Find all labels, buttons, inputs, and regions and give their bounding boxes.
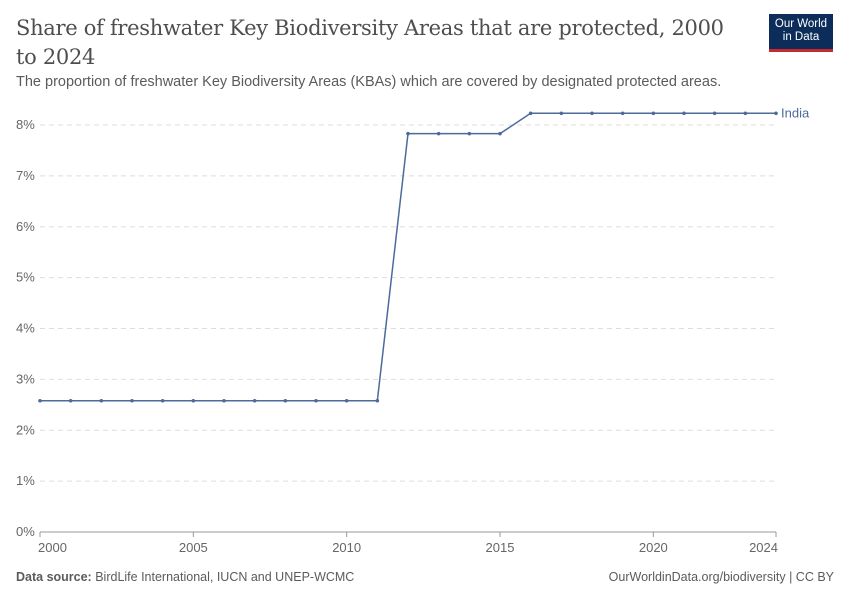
x-tick-label: 2015 xyxy=(486,540,515,555)
data-point[interactable] xyxy=(283,398,288,403)
data-point[interactable] xyxy=(222,398,226,403)
data-point[interactable] xyxy=(375,398,380,403)
data-point[interactable] xyxy=(344,398,349,403)
data-point[interactable] xyxy=(774,111,778,116)
y-tick-label: 7% xyxy=(16,168,35,183)
y-tick-label: 2% xyxy=(16,422,35,437)
data-point[interactable] xyxy=(590,111,594,116)
data-point[interactable] xyxy=(651,111,656,116)
series-label[interactable]: India xyxy=(781,105,810,120)
y-tick-label: 8% xyxy=(16,117,35,132)
data-point[interactable] xyxy=(743,111,748,116)
source-text: BirdLife International, IUCN and UNEP-WC… xyxy=(95,570,355,584)
y-tick-label: 5% xyxy=(16,270,35,285)
data-point[interactable] xyxy=(498,131,502,136)
data-point[interactable] xyxy=(314,398,318,403)
data-point[interactable] xyxy=(38,398,42,403)
data-point[interactable] xyxy=(467,131,472,136)
x-tick-label: 2010 xyxy=(332,540,361,555)
x-tick-label: 2005 xyxy=(179,540,208,555)
source-label: Data source: xyxy=(16,570,92,584)
chart-title: Share of freshwater Key Biodiversity Are… xyxy=(16,16,724,69)
x-tick-label: 2020 xyxy=(639,540,668,555)
source-link[interactable]: OurWorldinData.org/biodiversity | CC BY xyxy=(608,570,834,584)
y-tick-label: 0% xyxy=(16,524,35,539)
y-tick-label: 4% xyxy=(16,321,35,336)
data-point[interactable] xyxy=(68,398,73,403)
data-point[interactable] xyxy=(712,111,717,116)
data-point[interactable] xyxy=(406,131,410,136)
x-tick-label: 2024 xyxy=(749,540,778,555)
data-point[interactable] xyxy=(130,398,134,403)
logo-text: Our World in Data xyxy=(774,18,828,43)
data-source: Data source: BirdLife International, IUC… xyxy=(16,570,354,584)
data-point[interactable] xyxy=(99,398,104,403)
data-point[interactable] xyxy=(252,398,257,403)
y-tick-label: 3% xyxy=(16,371,35,386)
data-point[interactable] xyxy=(191,398,196,403)
y-tick-label: 1% xyxy=(16,473,35,488)
data-point[interactable] xyxy=(559,111,564,116)
series-line-india[interactable] xyxy=(40,112,776,402)
x-tick-label: 2000 xyxy=(38,540,67,555)
data-point[interactable] xyxy=(160,398,165,403)
data-point[interactable] xyxy=(620,111,625,116)
data-point[interactable] xyxy=(528,111,533,116)
chart-subtitle: The proportion of freshwater Key Biodive… xyxy=(16,74,722,90)
data-point[interactable] xyxy=(436,131,441,136)
data-point[interactable] xyxy=(682,111,686,116)
owid-logo[interactable]: Our World in Data xyxy=(769,14,833,52)
y-tick-label: 6% xyxy=(16,219,35,234)
